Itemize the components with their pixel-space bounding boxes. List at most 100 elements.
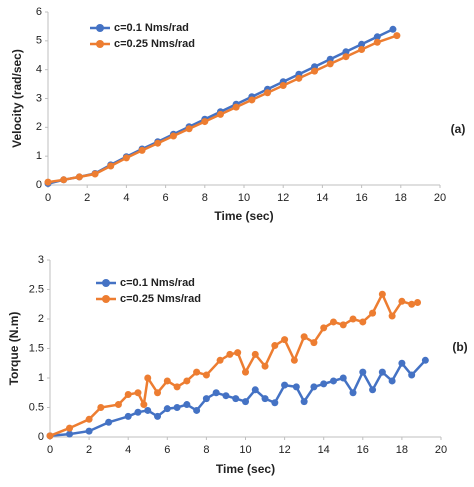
data-point: [173, 383, 181, 391]
data-point: [279, 82, 287, 90]
x-tick-label: 12: [277, 192, 289, 204]
data-point: [378, 368, 386, 376]
data-point: [75, 173, 83, 181]
data-point: [320, 324, 328, 332]
data-point: [169, 132, 177, 140]
y-tick-label: 2: [36, 121, 42, 133]
data-point: [398, 297, 406, 305]
legend-label: c=0.1 Nms/rad: [114, 22, 189, 34]
data-point: [369, 386, 377, 394]
data-point: [369, 309, 377, 317]
y-tick-label: 0: [38, 431, 44, 443]
data-point: [183, 401, 191, 409]
data-point: [248, 96, 256, 104]
data-point: [114, 401, 122, 409]
data-point: [134, 389, 142, 397]
data-point: [140, 401, 148, 409]
x-tick-label: 20: [435, 444, 447, 456]
data-point: [261, 395, 269, 403]
x-tick-label: 6: [163, 192, 169, 204]
x-tick-label: 18: [396, 444, 408, 456]
legend-label: c=0.25 Nms/rad: [114, 38, 195, 50]
data-point: [358, 40, 366, 48]
data-point: [339, 321, 347, 329]
series-line: [47, 28, 394, 185]
data-point: [202, 395, 210, 403]
data-point: [359, 368, 367, 376]
legend-marker: [102, 295, 110, 303]
y-tick-label: 0: [36, 179, 42, 191]
series-line: [49, 291, 418, 437]
data-point: [234, 349, 242, 357]
x-tick-label: 10: [238, 192, 250, 204]
data-point: [295, 74, 303, 82]
data-point: [193, 406, 201, 414]
data-point: [154, 139, 162, 147]
data-point: [388, 377, 396, 385]
data-point: [373, 38, 381, 46]
data-point: [242, 398, 249, 406]
data-point: [349, 315, 357, 323]
data-point: [163, 405, 171, 413]
data-point: [329, 377, 337, 385]
data-point: [408, 371, 416, 379]
x-tick-label: 14: [316, 192, 328, 204]
x-tick-label: 6: [164, 444, 170, 456]
data-point: [281, 336, 289, 344]
data-point: [91, 170, 99, 178]
legend-label: c=0.25 Nms/rad: [120, 293, 201, 305]
data-point: [271, 399, 279, 407]
data-point: [173, 404, 181, 411]
x-tick-label: 0: [45, 192, 51, 204]
data-point: [342, 53, 350, 61]
data-point: [60, 176, 68, 184]
x-axis-label: Time (sec): [214, 209, 273, 223]
data-point: [163, 377, 171, 385]
panel-annotation: (a): [451, 122, 466, 136]
y-tick-label: 1.5: [29, 342, 44, 354]
data-point: [310, 383, 318, 391]
x-tick-label: 16: [355, 192, 367, 204]
legend-marker: [102, 279, 110, 287]
data-point: [216, 110, 224, 118]
x-tick-label: 8: [203, 444, 209, 456]
data-point: [232, 103, 240, 111]
y-tick-label: 3: [36, 92, 42, 104]
data-point: [300, 333, 308, 341]
data-point: [271, 342, 279, 350]
x-tick-label: 2: [84, 192, 90, 204]
y-tick-label: 2.5: [29, 283, 44, 295]
data-point: [222, 392, 230, 400]
data-point: [408, 300, 416, 308]
data-point: [134, 408, 142, 416]
legend-marker: [96, 24, 104, 32]
data-point: [373, 33, 381, 41]
y-axis-label: Torque (N.m): [7, 312, 21, 386]
data-point: [212, 389, 220, 397]
data-point: [310, 339, 318, 347]
y-tick-label: 4: [36, 64, 42, 76]
data-point: [292, 383, 300, 391]
data-point: [85, 415, 93, 423]
data-point: [66, 424, 74, 432]
data-point: [107, 162, 115, 170]
x-tick-label: 4: [125, 444, 131, 456]
y-tick-label: 5: [36, 35, 42, 47]
data-point: [154, 412, 162, 420]
data-point: [342, 48, 350, 56]
data-point: [378, 290, 386, 298]
data-point: [359, 318, 367, 326]
data-point: [311, 67, 319, 75]
data-point: [264, 89, 272, 97]
data-point: [124, 412, 132, 420]
data-point: [388, 312, 396, 320]
data-point: [44, 178, 52, 186]
data-point: [105, 418, 113, 426]
data-point: [122, 154, 130, 162]
data-point: [300, 398, 308, 406]
data-point: [46, 432, 54, 440]
x-tick-label: 16: [357, 444, 369, 456]
y-tick-label: 3: [38, 254, 44, 266]
